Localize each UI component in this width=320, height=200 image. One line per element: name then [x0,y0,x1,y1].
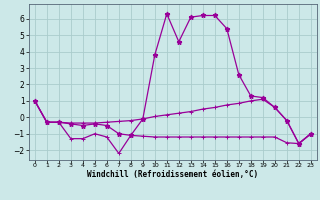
X-axis label: Windchill (Refroidissement éolien,°C): Windchill (Refroidissement éolien,°C) [87,170,258,179]
